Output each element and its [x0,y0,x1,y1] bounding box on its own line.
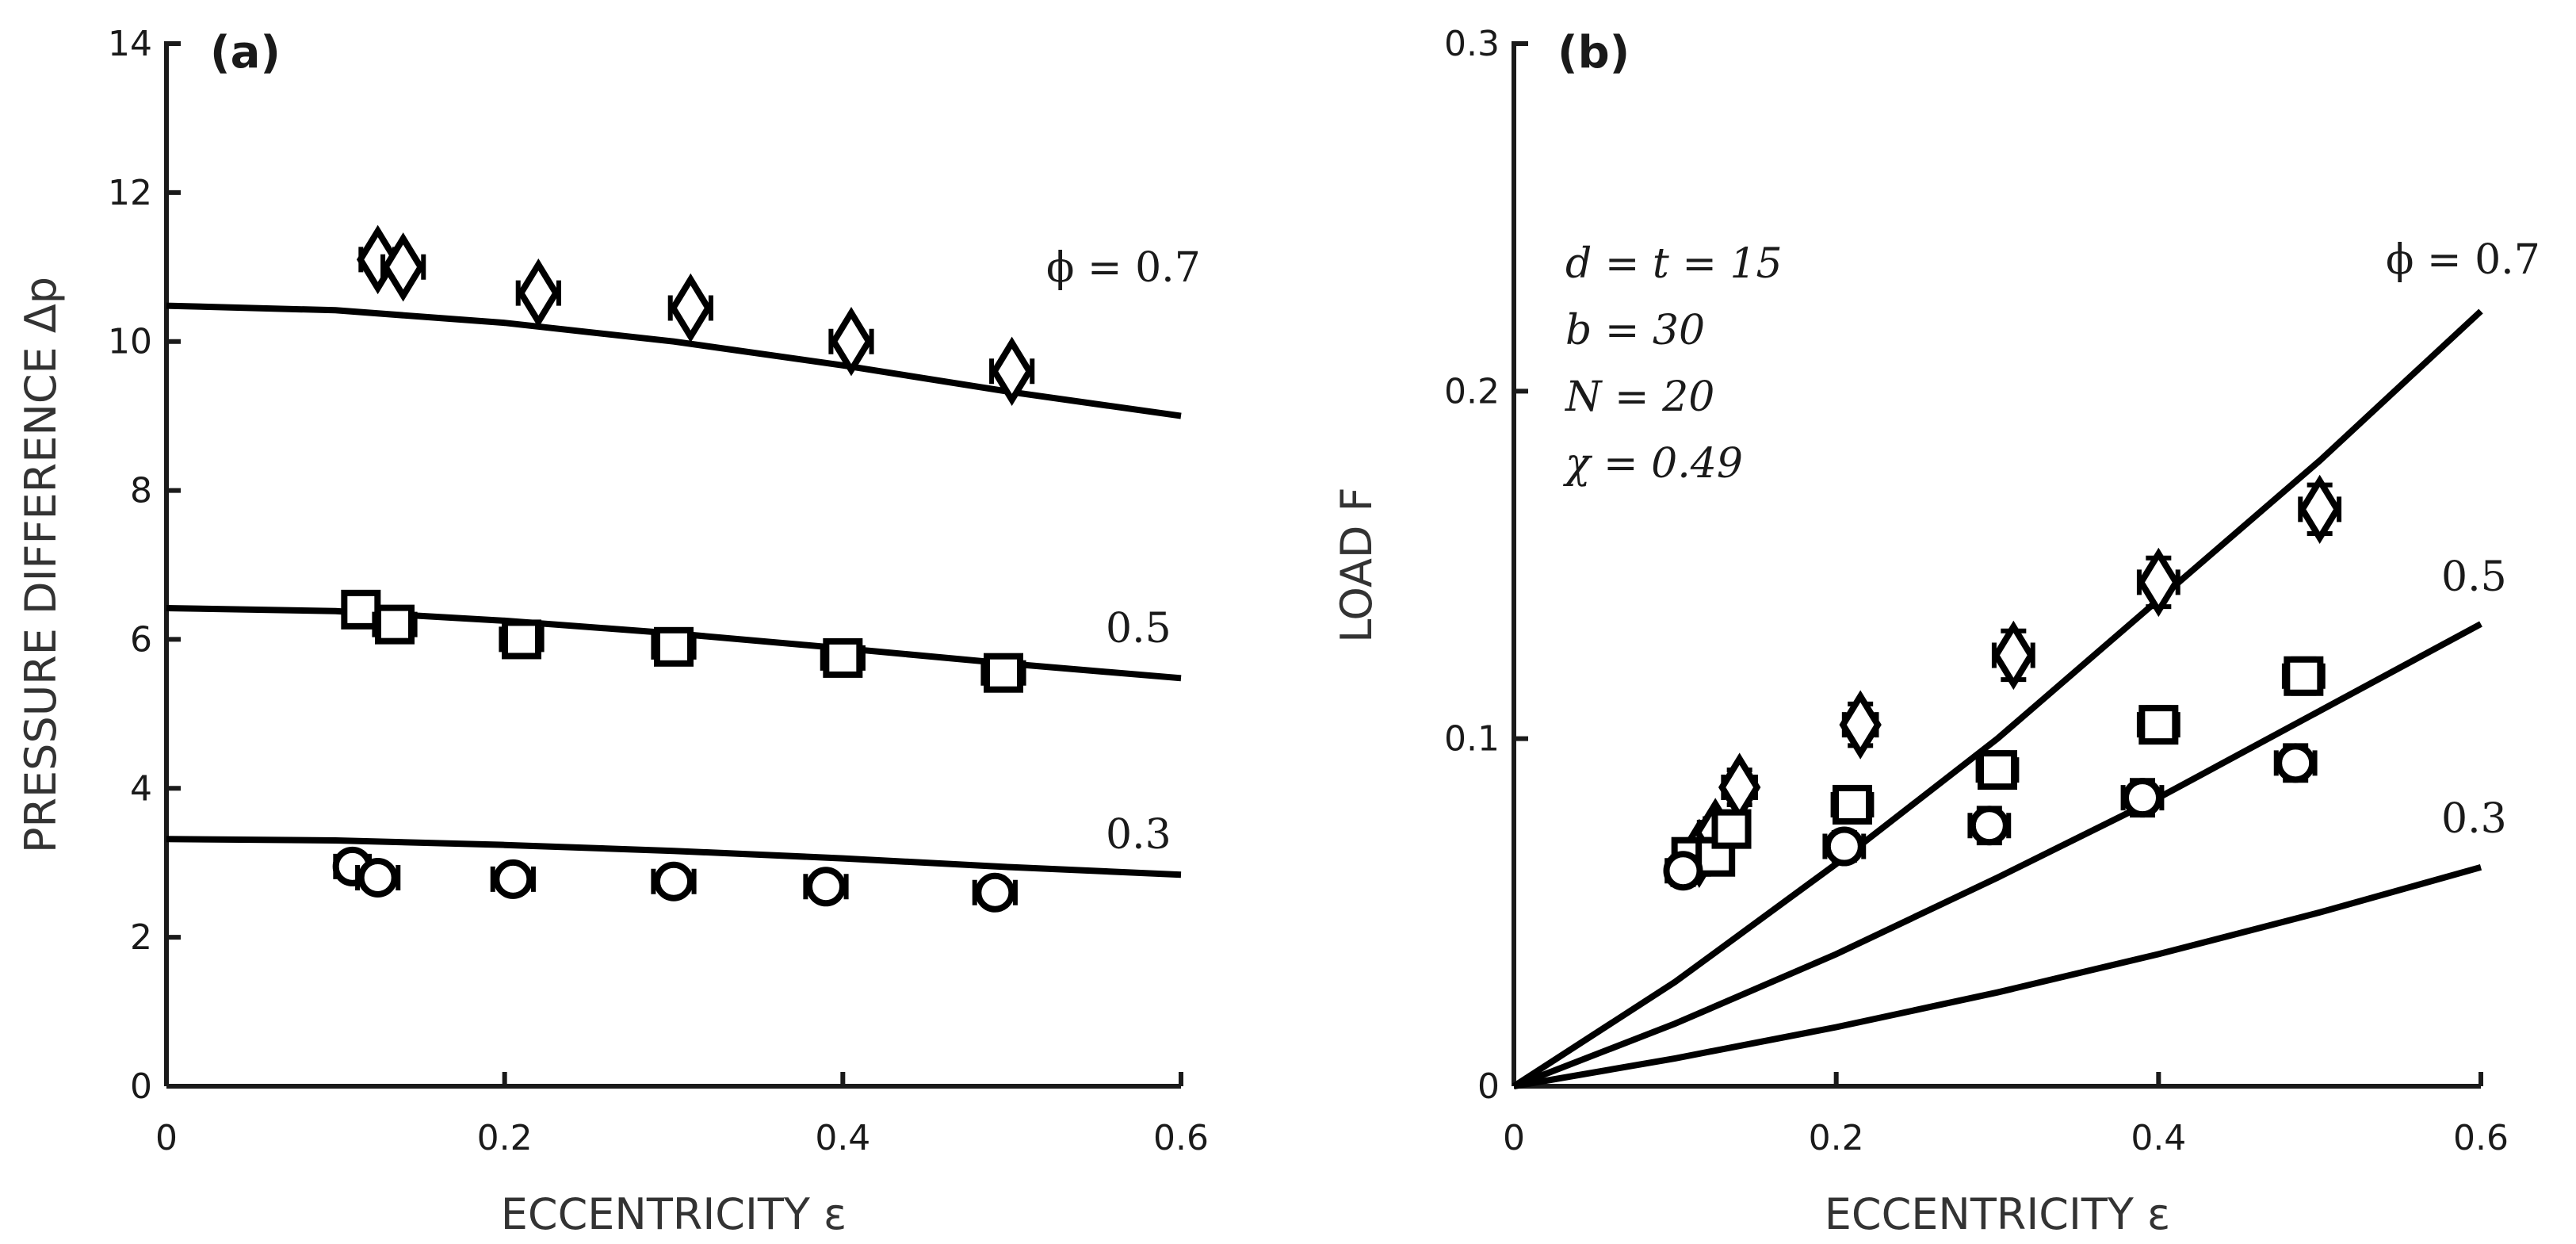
x-tick-label: 0.4 [2131,1118,2186,1158]
diamond-marker [2137,547,2180,618]
x-axis-label: ECCENTRICITY ε [1825,1189,2170,1239]
circle-marker [654,861,694,901]
parameter-annotation: d = t = 15 [1565,240,1783,288]
y-tick-label: 10 [108,322,152,362]
square-marker [984,653,1023,693]
y-tick-label: 14 [108,24,152,64]
panel-a: 0 2 4 6 8 10 12 14 0 0.2 0.4 0.6 ECCENTRICITY ε PRESS… [16,24,1209,1239]
parameter-annotation: N = 20 [1564,373,1714,421]
panel-label: (b) [1557,27,1630,78]
series-label: ϕ = 0.7 [1046,244,1201,292]
y-tick-label: 0.2 [1444,371,1500,411]
circle-marker [2276,743,2316,783]
diamond-marker [2298,474,2341,545]
circle-marker [493,859,533,899]
model-curve [1512,621,2482,1089]
series-label: 0.5 [1106,605,1171,653]
diamond-marker [1992,620,2035,691]
diamond-marker [1718,752,1761,822]
circle-marker [1663,851,1703,891]
series-label: 0.5 [2441,553,2507,601]
diamond-marker [517,258,560,328]
parameter-annotation: b = 30 [1565,307,1705,354]
diamond-marker [669,273,713,343]
model-curve [166,836,1182,878]
series-label: ϕ = 0.7 [2386,236,2540,284]
y-tick-label: 12 [108,173,152,213]
circle-marker [806,867,846,907]
panel-b: 0 0.1 0.2 0.3 0 0.2 0.4 0.6 ECCENTRICITY ε LOAD F… [1332,24,2540,1239]
circle-marker [357,858,398,898]
panel-label: (a) [210,27,281,78]
y-tick-label: 0.1 [1444,719,1500,760]
diamond-marker [1839,690,1882,760]
series-label: 0.3 [1106,811,1171,859]
square-marker [1978,750,2017,790]
y-tick-label: 0.3 [1444,24,1500,64]
series-label: 0.3 [2441,795,2507,843]
y-tick-label: 4 [130,768,152,809]
circle-marker [2123,778,2162,818]
square-marker [1711,809,1752,849]
diamond-marker [990,336,1034,406]
x-tick-label: 0.4 [815,1118,870,1158]
y-axis-label: PRESSURE DIFFERENCE Δp [16,277,66,853]
circle-marker [975,872,1015,913]
diamond-marker [830,307,873,377]
x-tick-label: 0.6 [1153,1118,1209,1158]
x-axis-label: ECCENTRICITY ε [501,1189,847,1239]
square-marker [375,604,415,645]
x-tick-label: 0.2 [477,1118,533,1158]
model-curve [1512,308,2483,1089]
y-axis-label: LOAD F [1332,487,1382,642]
y-tick-label: 0 [130,1066,152,1107]
x-tick-label: 0 [155,1118,178,1158]
square-marker [502,619,541,660]
x-tick-label: 0.2 [1809,1118,1864,1158]
square-marker [1833,784,1872,825]
x-tick-label: 0 [1503,1118,1525,1158]
x-tick-label: 0.6 [2453,1118,2509,1158]
y-tick-label: 6 [130,619,152,660]
diamond-marker [381,232,425,302]
circle-marker [1824,826,1864,867]
model-curve [1513,863,2482,1089]
parameter-annotation: χ = 0.49 [1562,440,1743,488]
square-marker [2284,656,2324,696]
y-tick-label: 8 [130,471,152,511]
circle-marker [1969,806,2009,846]
square-marker [654,626,694,667]
model-curve [166,302,1182,419]
square-marker [2138,705,2179,745]
y-tick-label: 0 [1477,1066,1500,1107]
y-tick-label: 2 [130,917,152,958]
square-marker [823,637,863,678]
